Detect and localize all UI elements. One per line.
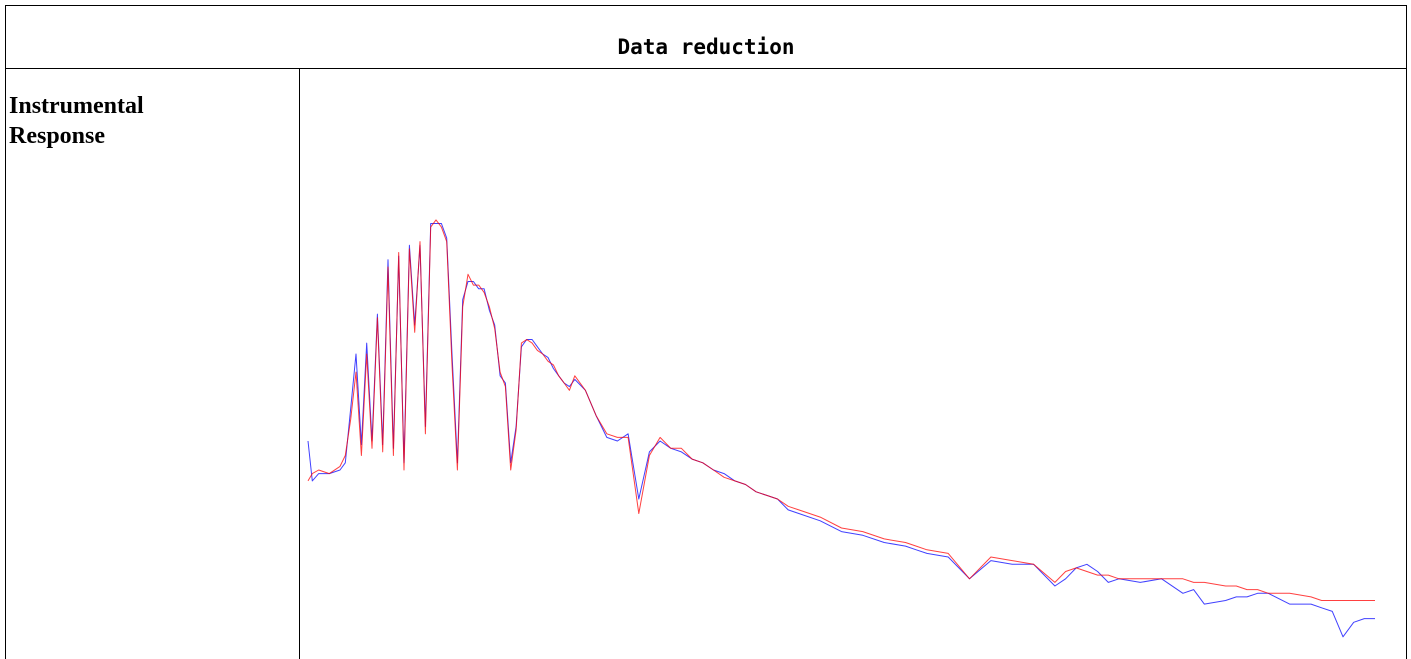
spectrum-chart <box>307 219 1375 638</box>
chart-cell <box>300 69 1406 659</box>
spectrum-series-2 <box>307 219 1375 601</box>
row-label: Instrumental Response <box>9 93 144 149</box>
table-header-row: Data reduction <box>6 6 1406 69</box>
section-title: Data reduction <box>617 35 795 59</box>
label-cell: Instrumental Response <box>6 69 300 659</box>
spectrum-series-1 <box>307 223 1375 638</box>
document-table: Data reduction Instrumental Response <box>5 5 1407 659</box>
table-body-row: Instrumental Response <box>6 69 1406 659</box>
